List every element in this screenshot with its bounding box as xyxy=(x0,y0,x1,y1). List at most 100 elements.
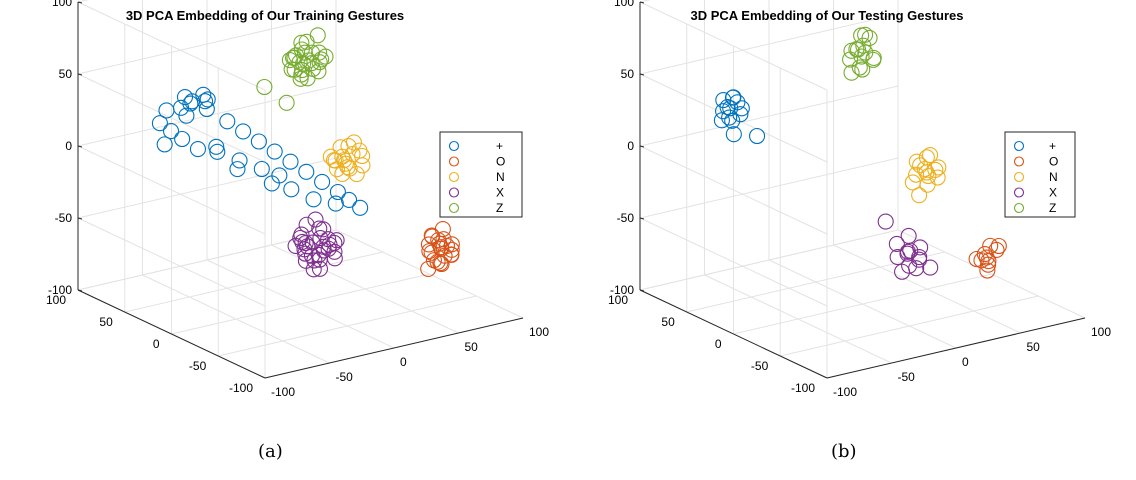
data-point xyxy=(854,61,871,78)
data-point xyxy=(278,94,295,111)
data-point xyxy=(305,261,322,278)
data-point xyxy=(298,216,315,233)
series-z xyxy=(842,26,882,81)
data-point xyxy=(231,152,248,169)
data-point xyxy=(286,49,303,66)
legend-box xyxy=(439,131,523,218)
z-tick-label: 50 xyxy=(59,67,73,81)
data-point xyxy=(292,70,309,87)
legend-label: O xyxy=(496,155,505,169)
data-point xyxy=(317,48,334,65)
data-point xyxy=(900,227,917,244)
x-tick-label: -50 xyxy=(336,370,354,384)
data-point xyxy=(922,146,939,164)
data-point xyxy=(725,89,742,106)
data-point xyxy=(851,59,868,76)
series-n xyxy=(322,134,371,183)
wall-grid-line xyxy=(639,1,828,91)
floor-grid-line xyxy=(833,244,1021,334)
legend-label: + xyxy=(1049,139,1056,153)
z-tick-label: -100 xyxy=(48,283,72,297)
data-point xyxy=(857,44,874,61)
data-point xyxy=(908,153,925,170)
y-tick-label: -50 xyxy=(751,359,769,373)
data-point xyxy=(352,199,369,216)
data-point xyxy=(423,244,440,261)
data-point xyxy=(877,213,894,230)
legend-label: + xyxy=(496,139,503,153)
data-point xyxy=(219,113,236,130)
data-point xyxy=(199,91,216,108)
data-point xyxy=(162,123,180,140)
wall-grid-line xyxy=(77,73,266,163)
data-point xyxy=(425,252,442,269)
data-point xyxy=(303,247,321,264)
data-point xyxy=(930,159,947,176)
y-tick-label: 0 xyxy=(153,337,160,351)
z-tick-label: 0 xyxy=(65,139,72,153)
data-point xyxy=(156,136,173,153)
data-point xyxy=(311,260,329,277)
data-point xyxy=(309,27,326,44)
data-point xyxy=(176,89,194,106)
data-point xyxy=(307,211,324,228)
series-plus xyxy=(151,86,369,216)
data-point xyxy=(208,138,225,155)
data-point xyxy=(850,41,867,58)
z-tick xyxy=(77,217,83,220)
y-tick-label: 50 xyxy=(99,315,113,329)
z-tick-label: -100 xyxy=(610,283,634,297)
data-point xyxy=(322,148,339,165)
z-tick xyxy=(77,1,83,4)
data-point xyxy=(912,157,929,174)
y-tick-label: -50 xyxy=(189,359,207,373)
data-point xyxy=(314,173,331,190)
caption-b: (b) xyxy=(831,441,857,462)
floor-grid-line xyxy=(271,244,459,334)
data-point xyxy=(908,166,925,183)
legend-marker xyxy=(448,187,460,198)
data-point xyxy=(294,233,311,251)
data-point xyxy=(327,195,344,212)
wall-grid-line xyxy=(639,145,828,235)
floor-grid-line xyxy=(335,229,524,319)
z-tick xyxy=(639,217,645,220)
legend-label: Z xyxy=(1049,201,1056,215)
x-tick-label: 50 xyxy=(1027,340,1041,354)
data-point xyxy=(888,235,905,252)
data-point xyxy=(229,161,246,178)
y-tick-label: 100 xyxy=(608,293,628,307)
data-point xyxy=(340,191,358,208)
data-point xyxy=(326,243,343,260)
series-o xyxy=(420,221,460,277)
data-point xyxy=(354,157,371,174)
z-tick xyxy=(77,73,83,76)
data-point xyxy=(911,187,928,204)
data-point xyxy=(327,152,344,169)
data-point xyxy=(326,234,343,252)
data-point xyxy=(315,221,332,238)
x-tick-label: 50 xyxy=(465,340,479,354)
data-point xyxy=(294,62,311,79)
data-point xyxy=(922,259,939,276)
series-plus xyxy=(713,89,766,145)
data-point xyxy=(305,191,322,208)
y-tick-label: -100 xyxy=(229,381,253,395)
floor-grid-line xyxy=(768,259,957,349)
data-point xyxy=(911,249,928,266)
data-point xyxy=(198,100,215,118)
data-point xyxy=(729,94,746,111)
caption-a: (a) xyxy=(258,441,283,462)
data-point xyxy=(334,165,351,182)
data-point xyxy=(927,161,944,178)
x-axis-line xyxy=(264,317,524,379)
z-tick-label: 100 xyxy=(614,0,634,9)
legend-label: N xyxy=(1049,170,1058,184)
x-tick-label: 100 xyxy=(529,325,549,339)
z-tick xyxy=(639,73,645,76)
data-point xyxy=(298,163,315,180)
